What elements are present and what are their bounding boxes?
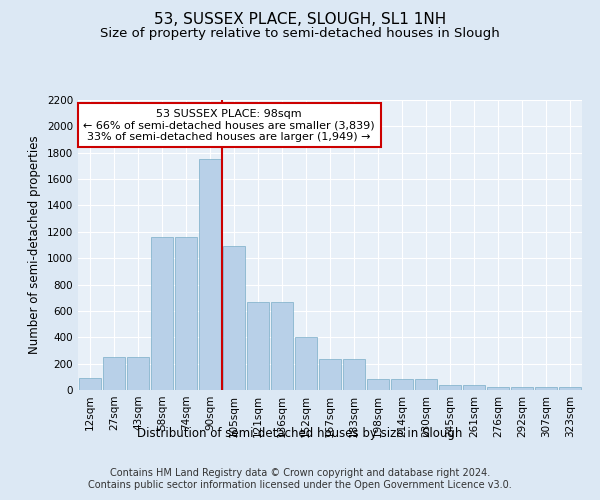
Bar	[343, 359, 365, 390]
Bar	[535, 388, 557, 390]
Bar	[175, 237, 197, 390]
Bar	[487, 388, 509, 390]
Bar	[271, 302, 293, 390]
Text: 53 SUSSEX PLACE: 98sqm
← 66% of semi-detached houses are smaller (3,839)
33% of : 53 SUSSEX PLACE: 98sqm ← 66% of semi-det…	[83, 108, 375, 142]
Bar	[79, 378, 101, 390]
Bar	[439, 384, 461, 390]
Bar	[223, 246, 245, 390]
Bar	[559, 388, 581, 390]
Text: Contains HM Land Registry data © Crown copyright and database right 2024.
Contai: Contains HM Land Registry data © Crown c…	[88, 468, 512, 490]
Text: 53, SUSSEX PLACE, SLOUGH, SL1 1NH: 53, SUSSEX PLACE, SLOUGH, SL1 1NH	[154, 12, 446, 28]
Bar	[511, 388, 533, 390]
Text: Size of property relative to semi-detached houses in Slough: Size of property relative to semi-detach…	[100, 28, 500, 40]
Bar	[127, 357, 149, 390]
Y-axis label: Number of semi-detached properties: Number of semi-detached properties	[28, 136, 41, 354]
Bar	[415, 380, 437, 390]
Bar	[367, 379, 389, 390]
Bar	[247, 302, 269, 390]
Bar	[103, 357, 125, 390]
Text: Distribution of semi-detached houses by size in Slough: Distribution of semi-detached houses by …	[137, 428, 463, 440]
Bar	[199, 160, 221, 390]
Bar	[151, 237, 173, 390]
Bar	[463, 386, 485, 390]
Bar	[295, 338, 317, 390]
Bar	[391, 380, 413, 390]
Bar	[319, 359, 341, 390]
